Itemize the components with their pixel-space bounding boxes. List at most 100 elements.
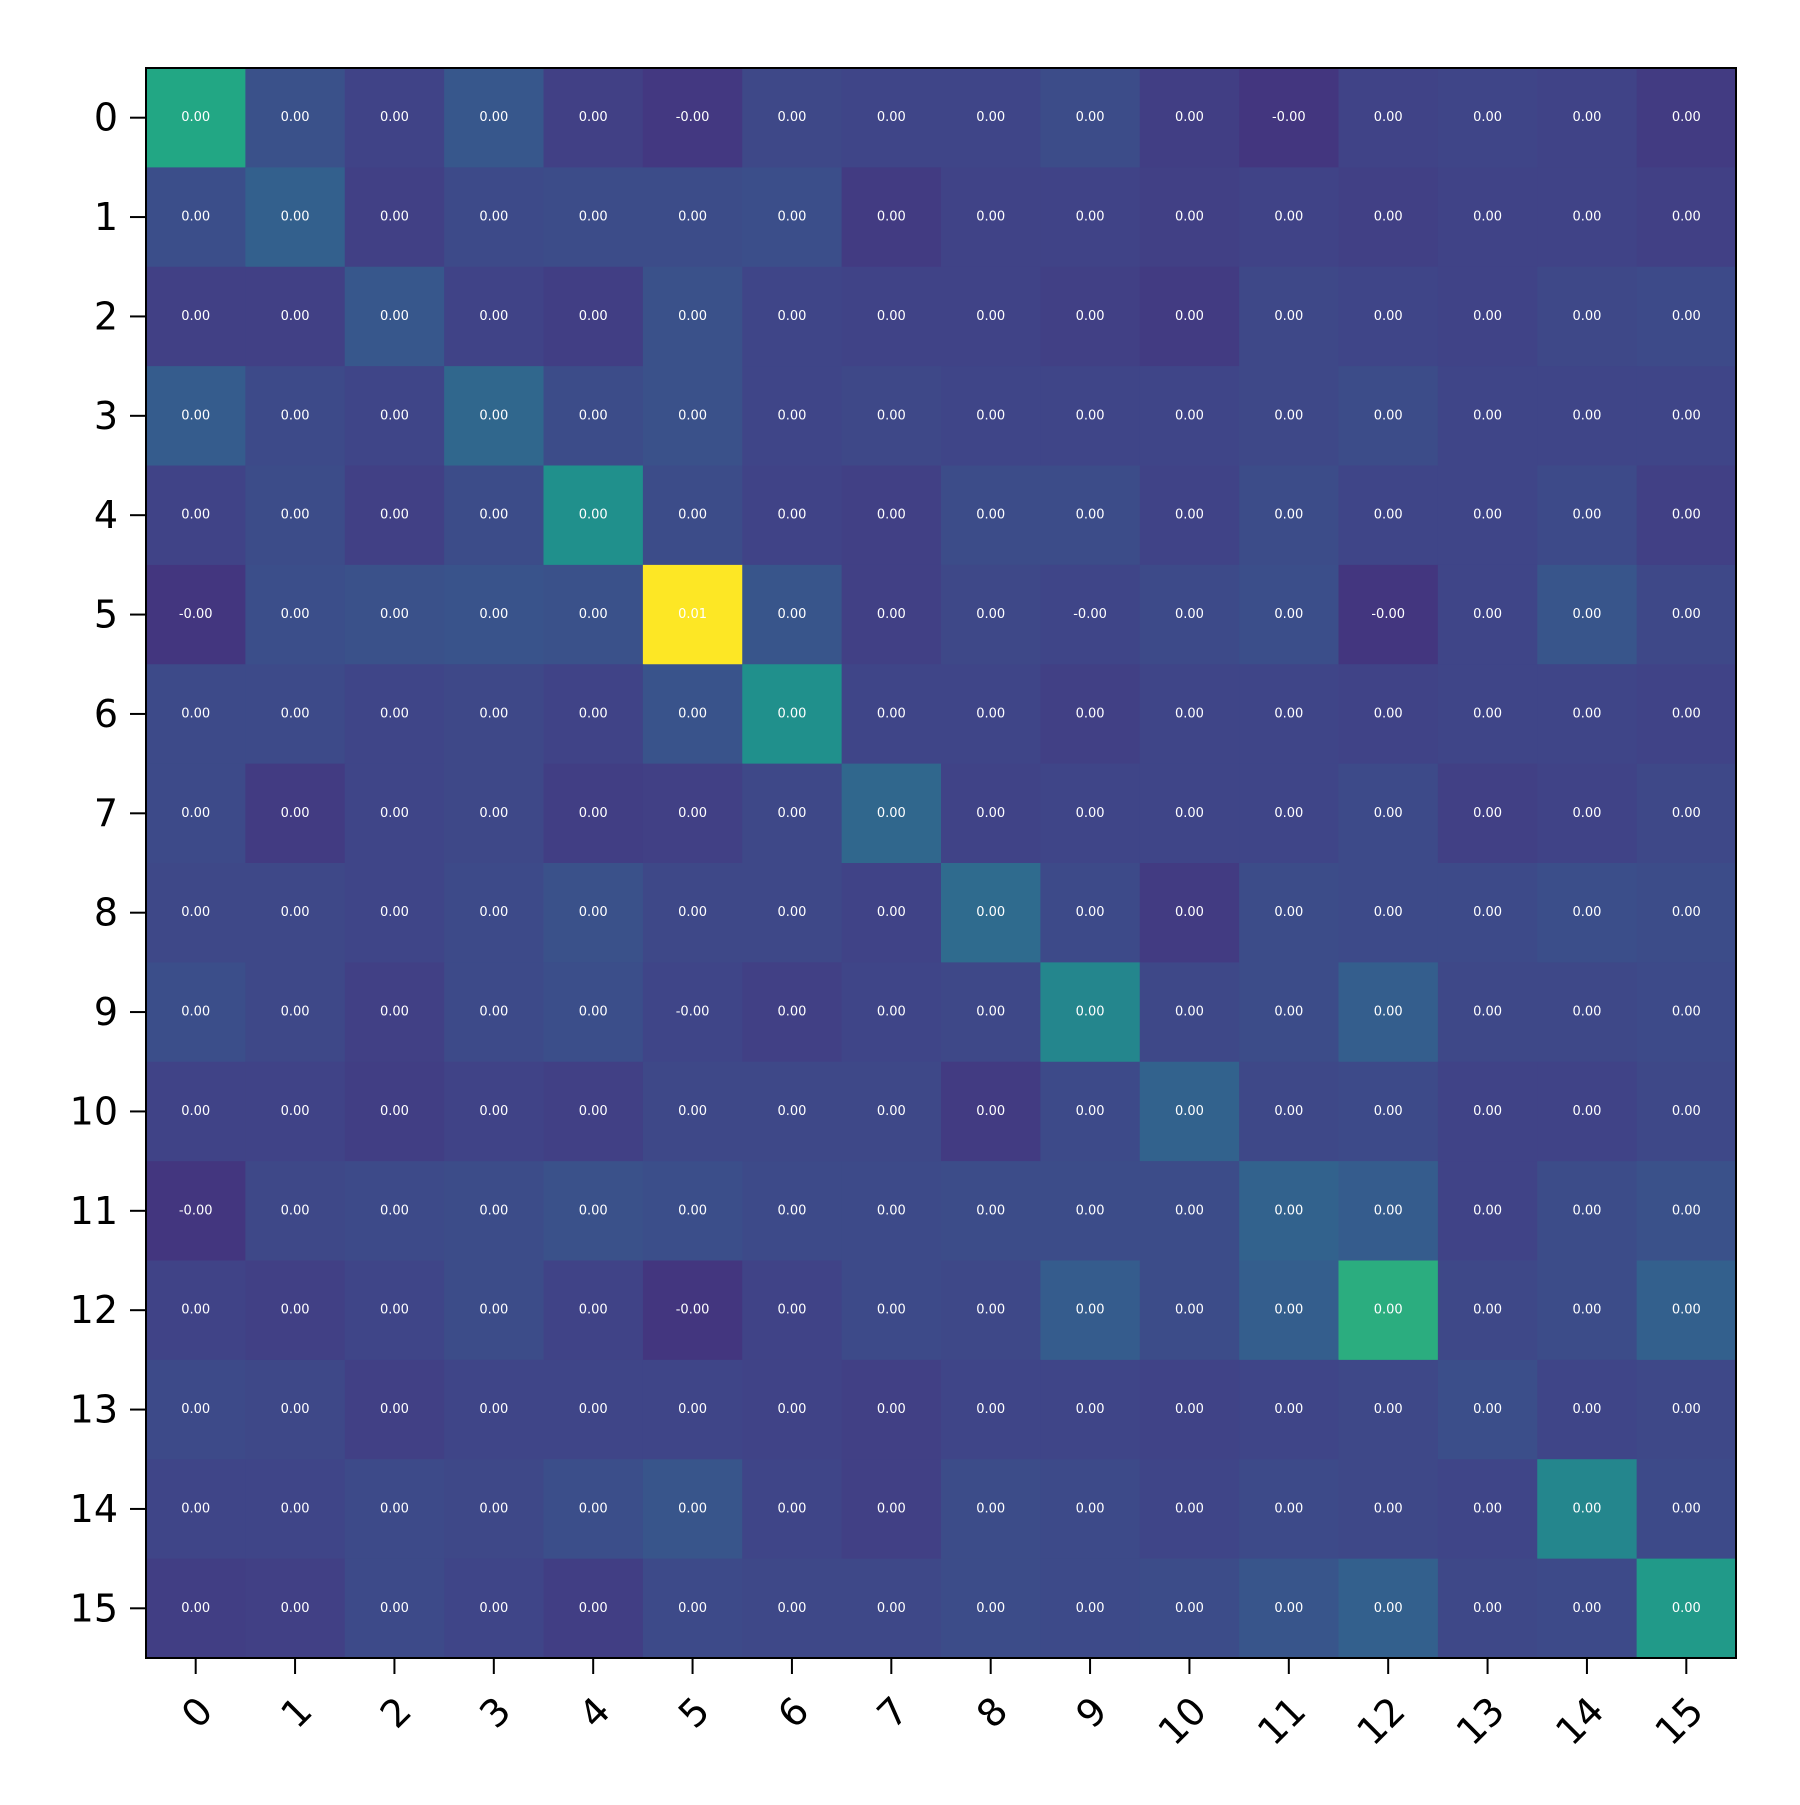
cell-label-r4-c9: 0.00 — [1076, 508, 1105, 523]
cell-label-r7-c9: 0.00 — [1076, 806, 1105, 821]
heatmap-cell-r14-c6 — [742, 1459, 843, 1560]
cell-label-r0-c6: 0.00 — [777, 110, 806, 125]
heatmap-cell-r6-c0 — [146, 664, 246, 765]
heatmap-cell-r10-c11 — [1239, 1061, 1340, 1162]
cell-label-r13-c11: 0.00 — [1274, 1402, 1303, 1417]
cell-label-r0-c5: -0.00 — [676, 110, 710, 125]
heatmap-cell-r3-c11 — [1239, 366, 1340, 467]
heatmap-cell-r8-c4 — [543, 863, 644, 963]
heatmap-cell-r7-c9 — [1040, 763, 1141, 864]
cell-label-r1-c9: 0.00 — [1076, 210, 1105, 225]
cell-label-r15-c8: 0.00 — [976, 1601, 1005, 1616]
cell-label-r14-c9: 0.00 — [1076, 1501, 1105, 1516]
cell-label-r7-c3: 0.00 — [479, 806, 508, 821]
cell-label-r0-c8: 0.00 — [976, 110, 1005, 125]
cell-label-r9-c2: 0.00 — [380, 1005, 409, 1020]
cell-label-r12-c4: 0.00 — [579, 1303, 608, 1318]
heatmap-cell-r12-c0 — [146, 1260, 246, 1361]
y-tick-label-2: 2 — [94, 294, 118, 338]
heatmap-cell-r1-c9 — [1040, 167, 1141, 268]
heatmap-cell-r0-c4 — [543, 68, 644, 168]
heatmap-cell-r7-c1 — [245, 763, 346, 864]
heatmap-cell-r13-c2 — [344, 1359, 445, 1460]
cell-label-r12-c2: 0.00 — [380, 1303, 409, 1318]
heatmap-cell-r11-c5 — [642, 1161, 743, 1262]
cell-label-r8-c0: 0.00 — [181, 905, 210, 920]
heatmap-cell-r11-c14 — [1537, 1161, 1638, 1262]
cell-label-r14-c14: 0.00 — [1572, 1501, 1601, 1516]
cell-label-r9-c13: 0.00 — [1473, 1005, 1502, 1020]
heatmap-cell-r0-c1 — [245, 68, 346, 168]
heatmap-cell-r15-c15 — [1636, 1558, 1737, 1659]
heatmap-cell-r14-c4 — [543, 1459, 644, 1560]
cell-label-r13-c7: 0.00 — [877, 1402, 906, 1417]
heatmap-cell-r9-c5 — [642, 962, 743, 1063]
cell-label-r11-c13: 0.00 — [1473, 1203, 1502, 1218]
cell-label-r12-c3: 0.00 — [479, 1303, 508, 1318]
heatmap-cell-r0-c6 — [742, 68, 843, 168]
heatmap-cell-r6-c14 — [1537, 664, 1638, 765]
cell-label-r13-c5: 0.00 — [678, 1402, 707, 1417]
cell-label-r11-c0: -0.00 — [179, 1203, 213, 1218]
cell-label-r2-c11: 0.00 — [1274, 309, 1303, 324]
cell-label-r3-c9: 0.00 — [1076, 408, 1105, 423]
cell-label-r2-c5: 0.00 — [678, 309, 707, 324]
cell-label-r8-c6: 0.00 — [777, 905, 806, 920]
cell-label-r3-c7: 0.00 — [877, 408, 906, 423]
heatmap-cell-r12-c5 — [642, 1260, 743, 1361]
cell-label-r7-c11: 0.00 — [1274, 806, 1303, 821]
cell-label-r7-c0: 0.00 — [181, 806, 210, 821]
cell-label-r9-c15: 0.00 — [1672, 1005, 1701, 1020]
y-tick-label-8: 8 — [94, 891, 118, 935]
heatmap-cell-r7-c10 — [1139, 763, 1240, 864]
heatmap-cell-r8-c7 — [841, 863, 942, 963]
heatmap-cell-r9-c13 — [1437, 962, 1538, 1063]
heatmap-cell-r13-c14 — [1537, 1359, 1638, 1460]
heatmap-cell-r9-c11 — [1239, 962, 1340, 1063]
heatmap-cell-r14-c9 — [1040, 1459, 1141, 1560]
heatmap-cell-r7-c7 — [841, 763, 942, 864]
cell-label-r0-c2: 0.00 — [380, 110, 409, 125]
cell-label-r5-c11: 0.00 — [1274, 607, 1303, 622]
heatmap-cell-r12-c15 — [1636, 1260, 1737, 1361]
cell-label-r7-c14: 0.00 — [1572, 806, 1601, 821]
cell-label-r9-c3: 0.00 — [479, 1005, 508, 1020]
heatmap-cell-r13-c15 — [1636, 1359, 1737, 1460]
cell-label-r5-c13: 0.00 — [1473, 607, 1502, 622]
heatmap-cell-r0-c0 — [146, 68, 246, 168]
cell-label-r6-c9: 0.00 — [1076, 706, 1105, 721]
heatmap-cell-r8-c13 — [1437, 863, 1538, 963]
heatmap-cell-r13-c5 — [642, 1359, 743, 1460]
cell-label-r15-c13: 0.00 — [1473, 1601, 1502, 1616]
heatmap-cell-r1-c4 — [543, 167, 644, 268]
plot-frame — [145, 67, 1737, 1659]
cell-label-r13-c9: 0.00 — [1076, 1402, 1105, 1417]
heatmap-cell-r13-c7 — [841, 1359, 942, 1460]
heatmap-cell-r14-c5 — [642, 1459, 743, 1560]
heatmap-cell-r4-c0 — [146, 465, 246, 566]
heatmap-cell-r7-c3 — [444, 763, 545, 864]
heatmap-cell-r6-c9 — [1040, 664, 1141, 765]
heatmap-cell-r5-c1 — [245, 564, 346, 665]
cell-label-r12-c12: 0.00 — [1374, 1303, 1403, 1318]
heatmap-cell-r8-c1 — [245, 863, 346, 963]
heatmap-cell-r5-c13 — [1437, 564, 1538, 665]
cell-label-r0-c15: 0.00 — [1672, 110, 1701, 125]
heatmap-cell-r2-c10 — [1139, 266, 1240, 367]
heatmap-cell-r1-c15 — [1636, 167, 1737, 268]
cell-label-r7-c10: 0.00 — [1175, 806, 1204, 821]
cell-label-r9-c11: 0.00 — [1274, 1005, 1303, 1020]
heatmap-cell-r9-c2 — [344, 962, 445, 1063]
cell-label-r6-c14: 0.00 — [1572, 706, 1601, 721]
cell-label-r3-c11: 0.00 — [1274, 408, 1303, 423]
heatmap-cell-r9-c0 — [146, 962, 246, 1063]
cell-label-r11-c5: 0.00 — [678, 1203, 707, 1218]
heatmap-cell-r14-c14 — [1537, 1459, 1638, 1560]
cell-label-r9-c5: -0.00 — [676, 1005, 710, 1020]
cell-label-r1-c5: 0.00 — [678, 210, 707, 225]
heatmap-cell-r3-c5 — [642, 366, 743, 467]
heatmap-cell-r3-c3 — [444, 366, 545, 467]
cell-label-r13-c2: 0.00 — [380, 1402, 409, 1417]
cell-label-r15-c10: 0.00 — [1175, 1601, 1204, 1616]
